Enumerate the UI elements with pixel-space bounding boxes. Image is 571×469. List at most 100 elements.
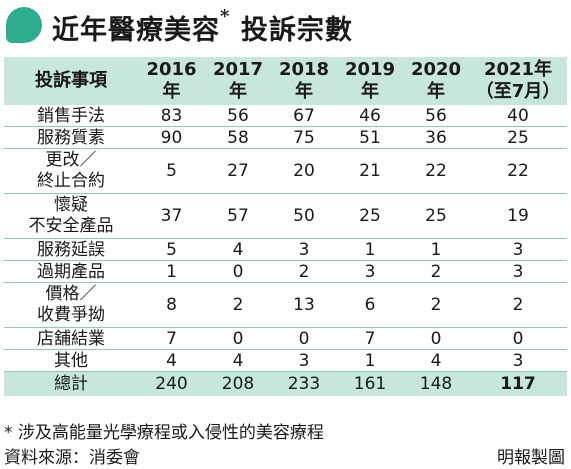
table-cell: 20	[271, 148, 337, 194]
table-cell: 27	[205, 148, 271, 194]
table-cell: 2	[469, 282, 567, 328]
row-label: 其他	[4, 349, 138, 372]
header-line: 投訴事項	[35, 70, 107, 91]
table-cell: 1	[337, 349, 403, 372]
table-cell: 90	[138, 126, 205, 149]
column-header-year: 2019 年	[337, 57, 403, 105]
table-cell: 5	[138, 238, 205, 261]
row-label: 店舖結業	[4, 327, 138, 350]
table-cell: 8	[138, 282, 205, 328]
total-cell: 240	[138, 371, 205, 396]
table-row: 服務質素 90 58 75 51 36 25	[4, 126, 567, 149]
row-label: 銷售手法	[4, 105, 138, 127]
header-line: 年	[427, 81, 445, 102]
table-cell: 1	[138, 260, 205, 283]
table-cell: 13	[271, 282, 337, 328]
row-label-line: 更改／	[45, 150, 97, 170]
header-line: 年	[229, 81, 247, 102]
table-row: 更改／ 終止合約 5 27 20 21 22 22	[4, 148, 567, 194]
credit-note: 明報製圖	[497, 448, 565, 468]
table-cell: 5	[138, 148, 205, 194]
table-cell: 7	[337, 327, 403, 350]
table-cell: 6	[337, 282, 403, 328]
table-cell: 25	[469, 126, 567, 149]
row-label-line: 不安全產品	[28, 216, 114, 236]
total-label: 總計	[4, 371, 138, 396]
table-row: 銷售手法 83 56 67 46 56 40	[4, 105, 567, 127]
header-line: 年	[361, 81, 379, 102]
total-cell: 233	[271, 371, 337, 396]
row-label-line: 服務質素	[37, 127, 105, 148]
row-label: 服務延誤	[4, 238, 138, 261]
table-cell: 40	[469, 105, 567, 127]
table-cell: 0	[469, 327, 567, 350]
table-row: 價格／ 收費爭拗 8 2 13 6 2 2	[4, 282, 567, 328]
header-line: 年	[162, 81, 181, 102]
row-label: 更改／ 終止合約	[4, 148, 138, 194]
row-label-line: 終止合約	[37, 171, 105, 191]
column-header-year: 2020 年	[403, 57, 469, 105]
column-header-year: 2017 年	[205, 57, 271, 105]
table-cell: 25	[403, 193, 469, 239]
table-cell: 1	[403, 238, 469, 261]
header-line: 年	[295, 81, 313, 102]
row-label-line: 銷售手法	[37, 105, 105, 126]
table-cell: 0	[205, 260, 271, 283]
table-header-row: 投訴事項 2016 年 2017 年 2018 年 2019 年 2020 年 2021年 （至7月）	[4, 57, 567, 105]
header-line: 2017	[212, 59, 264, 80]
table-cell: 67	[271, 105, 337, 127]
header-line: 2020	[410, 59, 462, 80]
title-asterisk: *	[220, 6, 231, 27]
table-cell: 3	[469, 349, 567, 372]
table-cell: 2	[403, 282, 469, 328]
header-line: 2021年	[483, 59, 553, 80]
table-cell: 4	[403, 349, 469, 372]
table-cell: 3	[271, 238, 337, 261]
table-cell: 75	[271, 126, 337, 149]
header-line: 2018	[278, 59, 330, 80]
table-cell: 19	[469, 193, 567, 239]
row-label-line: 懷疑	[54, 195, 88, 215]
table-cell: 58	[205, 126, 271, 149]
table-cell: 0	[271, 327, 337, 350]
table-cell: 0	[205, 327, 271, 350]
table-cell: 2	[205, 282, 271, 328]
total-cell: 208	[205, 371, 271, 396]
header-line: （至7月）	[475, 81, 561, 102]
footnote: * 涉及高能量光學療程或入侵性的美容療程	[4, 423, 324, 443]
table-row: 過期產品 1 0 2 3 2 3	[4, 260, 567, 283]
table-cell: 3	[469, 238, 567, 261]
table-cell: 1	[337, 238, 403, 261]
table-body: 銷售手法 83 56 67 46 56 40 服務質素 90 58 75 51 36 25 更改／ 終止合約 5…	[4, 105, 567, 396]
speech-bubble-icon	[6, 7, 42, 43]
title-main: 近年醫療美容	[52, 15, 220, 46]
table-cell: 36	[403, 126, 469, 149]
table-cell: 51	[337, 126, 403, 149]
table-cell: 56	[205, 105, 271, 127]
table-cell: 3	[469, 260, 567, 283]
row-label-line: 店舖結業	[37, 328, 105, 349]
table-cell: 56	[403, 105, 469, 127]
row-label: 服務質素	[4, 126, 138, 149]
table-cell: 3	[271, 349, 337, 372]
table-cell: 0	[403, 327, 469, 350]
total-cell: 117	[469, 371, 567, 396]
row-label-line: 其他	[54, 350, 88, 371]
total-row: 總計 240 208 233 161 148 117	[4, 371, 567, 396]
complaints-table: 投訴事項 2016 年 2017 年 2018 年 2019 年 2020 年 2021年 （至7月） …	[4, 57, 567, 396]
table-cell: 22	[469, 148, 567, 194]
table-cell: 4	[205, 349, 271, 372]
table-row: 店舖結業 7 0 0 7 0 0	[4, 327, 567, 350]
table-cell: 83	[138, 105, 205, 127]
total-cell: 161	[337, 371, 403, 396]
column-header-year: 2018 年	[271, 57, 337, 105]
column-header-year: 2016 年	[138, 57, 205, 105]
chart-header: 近年醫療美容* 投訴宗數	[0, 0, 571, 54]
table-cell: 37	[138, 193, 205, 239]
row-label: 過期產品	[4, 260, 138, 283]
row-label: 懷疑 不安全產品	[4, 193, 138, 239]
table-cell: 4	[138, 349, 205, 372]
title-suffix: 投訴宗數	[240, 15, 353, 46]
table-row: 懷疑 不安全產品 37 57 50 25 25 19	[4, 193, 567, 239]
table-row: 服務延誤 5 4 3 1 1 3	[4, 238, 567, 261]
